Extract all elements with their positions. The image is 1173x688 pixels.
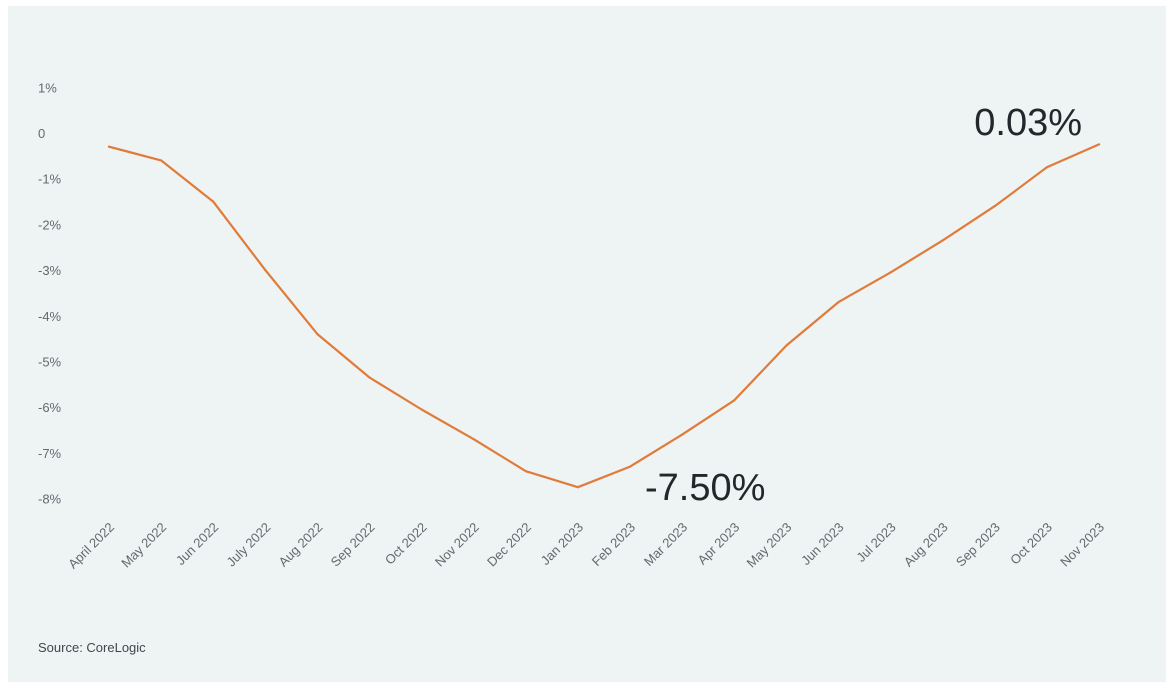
data-point [837,300,840,304]
y-tick-label: -4% [38,309,62,324]
y-tick-label: -1% [38,172,62,187]
x-tick-label: Oct 2023 [1007,520,1055,568]
data-point [785,344,788,347]
data-point [681,433,684,436]
data-point [264,269,267,272]
x-tick-label: Nov 2023 [1057,520,1107,570]
x-tick-label: Sep 2023 [953,520,1003,570]
x-tick-label: May 2023 [744,520,795,571]
x-axis-ticks: April 2022 May 2022 Jun 2022 July 2022 Aug 2… [65,520,1107,572]
data-point [212,200,215,203]
annotation-minimum-value: -7.50% [645,467,765,509]
y-tick-label: -7% [38,446,62,461]
x-tick-label: Jun 2023 [798,520,846,568]
data-point [420,408,423,411]
x-tick-label: Feb 2023 [589,520,638,569]
data-point [733,399,736,402]
x-tick-label: Aug 2022 [276,520,326,570]
data-point [1045,166,1048,169]
y-tick-label: -2% [38,217,62,232]
y-tick-label: 0 [38,126,45,141]
data-point [889,271,892,274]
x-tick-label: Aug 2023 [901,520,951,570]
y-tick-label: -8% [38,492,62,507]
series-line [107,143,1101,489]
data-point [941,239,944,242]
x-tick-label: Jan 2023 [538,520,586,568]
y-tick-label: -3% [38,263,62,278]
data-point [628,465,632,468]
data-point [107,145,111,148]
data-point [160,159,163,162]
data-point [576,486,580,489]
data-point [1097,143,1101,146]
y-tick-label: -6% [38,400,62,415]
x-tick-label: Nov 2022 [432,520,482,570]
y-axis-ticks: 1% 0 -1% -2% -3% -4% -5% -6% -7% -8% [38,80,62,506]
x-tick-label: Apr 2023 [694,520,742,568]
x-tick-label: July 2022 [223,520,273,570]
data-point [993,205,996,208]
y-tick-label: 1% [38,80,57,95]
x-tick-label: Oct 2022 [382,520,430,568]
annotation-latest-value: 0.03% [974,102,1082,144]
x-tick-label: Jul 2023 [853,520,898,565]
data-point [524,470,527,473]
chart-panel [8,6,1166,682]
x-tick-label: Mar 2023 [641,520,690,569]
x-tick-label: Jun 2022 [173,520,221,568]
x-tick-label: May 2022 [118,520,169,571]
y-tick-label: -5% [38,355,62,370]
x-tick-label: Dec 2022 [484,520,534,570]
x-tick-label: Sep 2022 [328,520,378,570]
x-tick-label: April 2022 [65,520,117,572]
source-note: Source: CoreLogic [38,640,146,655]
data-point [472,438,475,441]
data-point [368,376,371,379]
data-points [107,143,1101,489]
data-point [316,332,319,336]
